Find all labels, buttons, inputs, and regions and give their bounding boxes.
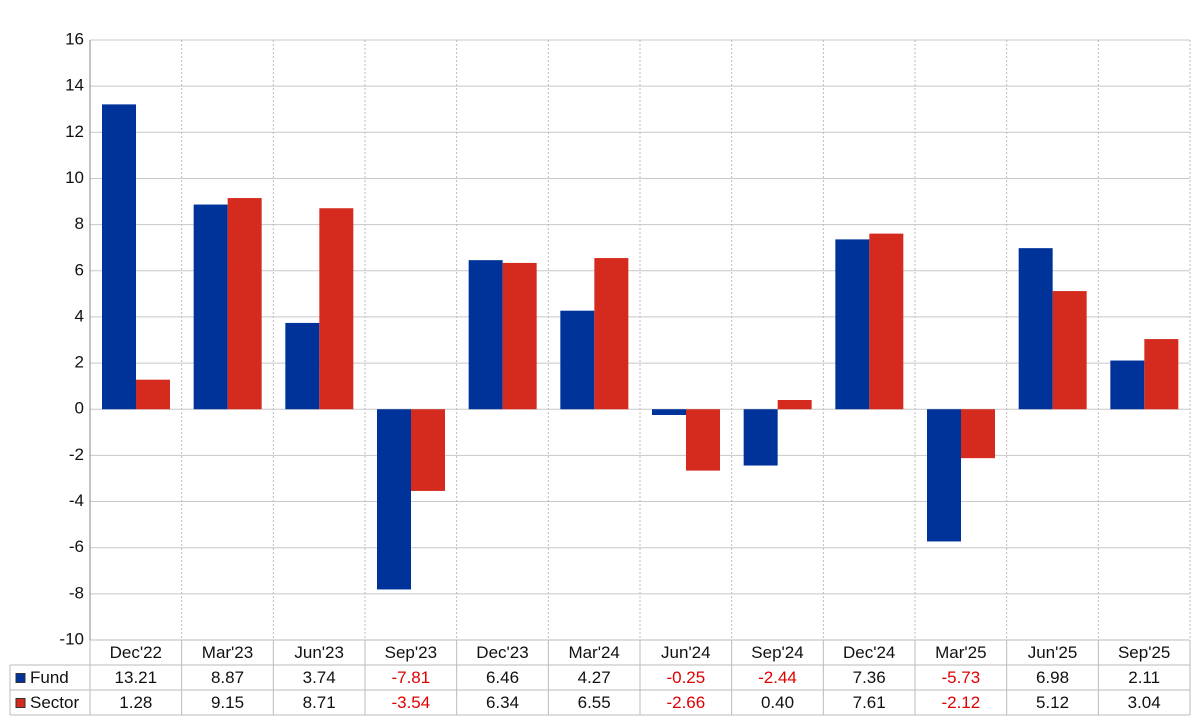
bar [1018,248,1053,410]
bar [927,409,961,542]
y-tick-label: 0 [75,399,84,418]
bar [777,400,812,410]
y-tick-label: 4 [75,306,84,325]
legend-swatch [15,698,26,708]
bar [411,409,445,491]
table-value: -2.12 [941,693,980,712]
y-tick-label: -2 [69,445,84,464]
table-value: 4.27 [578,668,611,687]
bar [319,208,354,410]
y-tick-label: 16 [65,29,84,48]
table-value: 6.34 [486,693,519,712]
table-value: 0.40 [761,693,794,712]
bar [686,409,720,471]
bar [193,204,228,410]
category-label: Sep'24 [751,643,803,662]
table-value: 6.46 [486,668,519,687]
table-value: 3.04 [1128,693,1161,712]
table-value: 13.21 [115,668,158,687]
table-value: 6.98 [1036,668,1069,687]
table-value: 9.15 [211,693,244,712]
category-label: Jun'25 [1028,643,1078,662]
table-value: 2.11 [1128,668,1160,687]
bar [961,409,995,459]
bar [594,258,629,410]
legend-label: Sector [30,693,79,712]
bar [1144,339,1179,410]
bar [285,322,320,410]
y-tick-label: 14 [65,76,84,95]
category-label: Mar'24 [568,643,619,662]
y-tick-label: 2 [75,353,84,372]
table-value: -0.25 [666,668,705,687]
bar [1052,291,1087,410]
category-label: Dec'22 [110,643,162,662]
y-tick-label: -6 [69,537,84,556]
legend-swatch [15,673,26,683]
bar [743,409,778,466]
y-tick-label: 6 [75,260,84,279]
table-value: 3.74 [303,668,336,687]
category-label: Jun'24 [661,643,711,662]
legend-label: Fund [30,668,69,687]
category-label: Sep'23 [385,643,437,662]
y-tick-label: -8 [69,583,84,602]
category-label: Dec'23 [476,643,528,662]
table-value: -3.54 [391,693,430,712]
bar [502,262,537,410]
bar [102,104,136,410]
bar [869,233,904,410]
table-value: 7.36 [853,668,886,687]
y-tick-label: 8 [75,214,84,233]
table-value: 7.61 [853,693,886,712]
bar [468,260,503,410]
table-value: 5.12 [1036,693,1069,712]
y-tick-label: 12 [65,122,84,141]
category-label: Mar'25 [935,643,986,662]
bar [560,310,595,410]
table-value: 8.71 [303,693,336,712]
bar [1110,360,1145,410]
bar [652,409,686,415]
bar [835,239,870,410]
table-value: -7.81 [391,668,430,687]
table-value: -2.44 [758,668,797,687]
table-value: 6.55 [578,693,611,712]
category-label: Sep'25 [1118,643,1170,662]
bar [227,198,262,410]
category-label: Jun'23 [294,643,344,662]
table-value: 1.28 [119,693,152,712]
table-value: -2.66 [666,693,705,712]
y-tick-label: -10 [59,629,84,648]
y-tick-label: 10 [65,168,84,187]
table-value: -5.73 [941,668,980,687]
table-value: 8.87 [211,668,244,687]
category-label: Dec'24 [843,643,895,662]
bar [377,409,411,590]
bar [136,379,170,410]
category-label: Mar'23 [202,643,253,662]
y-tick-label: -4 [69,491,84,510]
